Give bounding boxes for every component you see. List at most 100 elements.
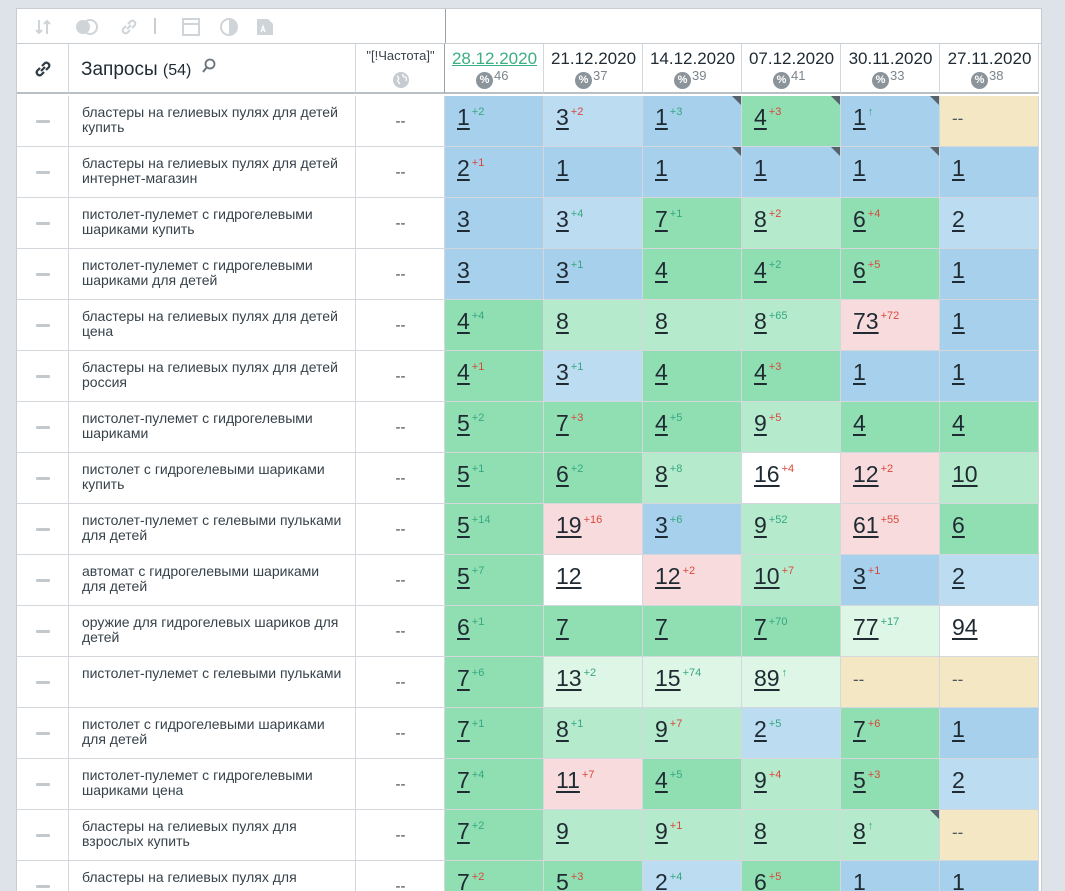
position-value[interactable]: 8 (655, 308, 668, 335)
position-value[interactable]: 4 (853, 410, 866, 437)
position-cell[interactable]: 8 +65 (742, 300, 841, 351)
position-value[interactable]: 6 +1 (457, 614, 484, 641)
position-value[interactable]: 1 (853, 869, 866, 891)
position-cell[interactable]: 8 ↑ (841, 810, 940, 861)
position-value[interactable]: 3 +2 (556, 104, 583, 131)
position-cell[interactable]: 2 +4 (643, 861, 742, 891)
position-cell[interactable]: 12 +2 (841, 453, 940, 504)
position-value[interactable]: 3 (457, 257, 470, 284)
position-value[interactable]: 6 +5 (754, 869, 781, 891)
position-value[interactable]: 5 +2 (457, 410, 484, 437)
position-cell[interactable]: 1 (940, 147, 1039, 198)
position-value[interactable]: 19 +16 (556, 512, 602, 539)
position-cell[interactable]: 3 +6 (643, 504, 742, 555)
position-cell[interactable]: 7 +6 (445, 657, 544, 708)
position-value[interactable]: 2 +4 (655, 869, 682, 891)
position-value[interactable]: 2 +5 (754, 716, 781, 743)
position-value[interactable]: 16 +4 (754, 461, 794, 488)
position-value[interactable]: 9 +5 (754, 410, 781, 437)
dash-icon[interactable] (36, 783, 50, 786)
position-cell[interactable]: 3 +1 (544, 249, 643, 300)
position-cell[interactable]: 10 +7 (742, 555, 841, 606)
position-cell[interactable]: 8 +1 (544, 708, 643, 759)
dash-icon[interactable] (36, 630, 50, 633)
position-cell[interactable]: 1 (544, 147, 643, 198)
position-cell[interactable]: 73 +72 (841, 300, 940, 351)
position-cell[interactable]: 1 +2 (445, 96, 544, 147)
position-value[interactable]: 4 +5 (655, 410, 682, 437)
position-cell[interactable]: 7 +2 (445, 810, 544, 861)
date-label[interactable]: 27.11.2020 (947, 49, 1032, 68)
dash-icon[interactable] (36, 222, 50, 225)
position-value[interactable]: 6 +2 (556, 461, 583, 488)
position-value[interactable]: 3 (457, 206, 470, 233)
position-cell[interactable]: 5 +3 (841, 759, 940, 810)
position-value[interactable]: 7 +6 (457, 665, 484, 692)
position-value[interactable]: 3 +1 (853, 563, 880, 590)
position-value[interactable]: 89 ↑ (754, 665, 787, 692)
position-cell[interactable]: 4 +5 (643, 402, 742, 453)
position-value[interactable]: 13 +2 (556, 665, 596, 692)
position-value[interactable]: 8 +2 (754, 206, 781, 233)
dash-icon[interactable] (36, 834, 50, 837)
date-column-header[interactable]: 14.12.2020% 39 (643, 44, 742, 94)
position-value[interactable]: 1 (853, 359, 866, 386)
position-cell[interactable]: 3 (445, 198, 544, 249)
position-value[interactable]: 5 +3 (556, 869, 583, 891)
position-value[interactable]: 8 +65 (754, 308, 787, 335)
link-icon[interactable] (119, 17, 139, 37)
position-value[interactable]: 3 +4 (556, 206, 583, 233)
layout-icon[interactable] (181, 17, 201, 37)
globe-icon[interactable] (392, 71, 410, 89)
position-cell[interactable]: 7 (544, 606, 643, 657)
position-cell[interactable]: 1 (841, 861, 940, 891)
position-value[interactable]: 7 +2 (457, 869, 484, 891)
position-cell[interactable]: 7 +1 (643, 198, 742, 249)
dash-icon[interactable] (36, 579, 50, 582)
position-value[interactable]: 8 (754, 818, 767, 845)
text-icon[interactable] (255, 17, 275, 37)
position-cell[interactable]: 7 +4 (445, 759, 544, 810)
position-cell[interactable]: 6 (940, 504, 1039, 555)
position-value[interactable]: 4 +4 (457, 308, 484, 335)
position-value[interactable]: 6 (952, 512, 965, 539)
dash-icon[interactable] (36, 426, 50, 429)
position-cell[interactable]: 4 (643, 249, 742, 300)
position-cell[interactable]: 8 (544, 300, 643, 351)
position-cell[interactable]: 5 +2 (445, 402, 544, 453)
date-label[interactable]: 07.12.2020 (748, 49, 835, 68)
position-value[interactable]: 5 +14 (457, 512, 490, 539)
position-value[interactable]: 5 +7 (457, 563, 484, 590)
position-cell[interactable]: 7 +2 (445, 861, 544, 891)
position-value[interactable]: 1 (952, 869, 965, 891)
position-cell[interactable]: -- (940, 810, 1039, 861)
position-value[interactable]: 6 +5 (853, 257, 880, 284)
contrast-icon[interactable] (219, 17, 239, 37)
position-value[interactable]: 8 +8 (655, 461, 682, 488)
position-value[interactable]: 7 +1 (457, 716, 484, 743)
position-value[interactable]: 1 (952, 716, 965, 743)
position-cell[interactable]: 6 +1 (445, 606, 544, 657)
date-column-header[interactable]: 21.12.2020% 37 (544, 44, 643, 94)
position-cell[interactable]: 4 (841, 402, 940, 453)
date-label[interactable]: 30.11.2020 (848, 49, 933, 68)
position-cell[interactable]: 1 (940, 249, 1039, 300)
position-value[interactable]: 4 (655, 359, 668, 386)
position-cell[interactable]: 1 (940, 351, 1039, 402)
position-cell[interactable]: 77 +17 (841, 606, 940, 657)
position-value[interactable]: 1 (952, 359, 965, 386)
position-value[interactable]: 9 +4 (754, 767, 781, 794)
position-cell[interactable]: 6 +4 (841, 198, 940, 249)
position-cell[interactable]: 5 +7 (445, 555, 544, 606)
date-column-header[interactable]: 07.12.2020% 41 (742, 44, 841, 94)
position-cell[interactable]: 19 +16 (544, 504, 643, 555)
position-value[interactable]: 4 +2 (754, 257, 781, 284)
position-cell[interactable]: 12 (544, 555, 643, 606)
position-cell[interactable]: 4 +3 (742, 351, 841, 402)
frequency-label[interactable]: "[!Частота]" (366, 48, 435, 63)
position-cell[interactable]: 1 (841, 351, 940, 402)
position-value[interactable]: 7 +3 (556, 410, 583, 437)
dash-icon[interactable] (36, 171, 50, 174)
position-cell[interactable]: 3 (445, 249, 544, 300)
position-value[interactable]: 2 (952, 563, 965, 590)
